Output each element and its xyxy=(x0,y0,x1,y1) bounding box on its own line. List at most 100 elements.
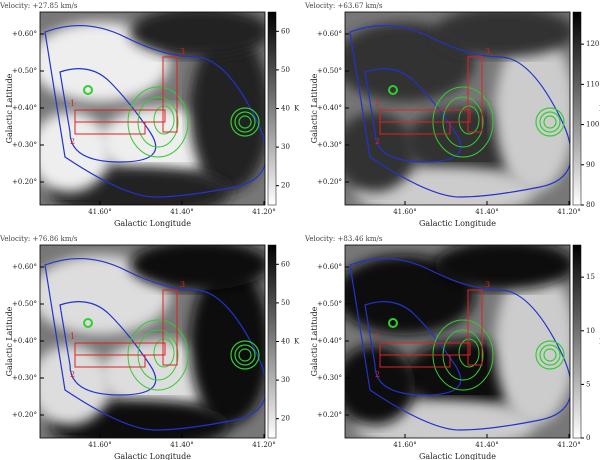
colorbar-tick-label: 40 xyxy=(281,338,290,346)
colorbar-tick-label: 20 xyxy=(281,415,290,423)
colorbar-tick-label: 40 xyxy=(281,105,290,113)
x-tick-label: 41.40° xyxy=(170,441,194,449)
green-contour xyxy=(535,107,565,137)
x-tick-label: 41.20° xyxy=(557,208,581,216)
colorbar-tick-label: 60 xyxy=(281,27,290,35)
colorbar-tick-label: 50 xyxy=(281,66,290,74)
map-blob xyxy=(495,32,570,192)
panel: Velocity: +63.67 km/s 1 2 3 +0.60° +0.50° +0.4… xyxy=(304,2,600,228)
green-contour xyxy=(458,338,480,368)
colorbar-tick-label: 30 xyxy=(281,143,290,151)
colorbar-tick-label: 90 xyxy=(586,161,595,169)
colorbar-tick-label: 110 xyxy=(586,80,599,88)
colorbar-tick-label: 10 xyxy=(586,327,595,335)
map-blob xyxy=(405,340,525,410)
colorbar xyxy=(267,244,277,439)
x-tick-label: 41.40° xyxy=(475,441,499,449)
colorbar-tick-label: 30 xyxy=(281,376,290,384)
map-blob xyxy=(435,12,570,57)
red-box xyxy=(162,56,178,133)
red-box xyxy=(467,56,483,133)
panel: Velocity: +76.86 km/s 1 2 3 +0.60° +0.50° +0.4… xyxy=(0,235,300,460)
box-label: 1 xyxy=(70,99,75,108)
y-tick-label: +0.20° xyxy=(317,178,342,186)
green-contour xyxy=(458,105,480,135)
y-axis-label: Galactic Latitude xyxy=(5,73,14,143)
y-tick-label: +0.60° xyxy=(12,263,37,271)
y-tick-label: +0.20° xyxy=(317,411,342,419)
map-blob xyxy=(435,245,570,290)
red-box xyxy=(74,121,146,135)
panel: Velocity: +83.46 km/s 1 2 3 +0.60° +0.50° +0.4… xyxy=(304,235,600,460)
colorbar-unit: K xyxy=(294,105,300,113)
x-axis-label: Galactic Longitude xyxy=(419,219,496,228)
y-tick-label: +0.50° xyxy=(12,67,37,75)
green-contour xyxy=(83,85,93,95)
x-axis-label: Galactic Longitude xyxy=(114,219,191,228)
green-contour xyxy=(388,318,398,328)
green-contour xyxy=(153,105,175,135)
y-tick-label: +0.20° xyxy=(12,178,37,186)
y-tick-label: +0.20° xyxy=(12,411,37,419)
y-tick-label: +0.30° xyxy=(12,374,37,382)
y-tick-label: +0.50° xyxy=(317,67,342,75)
map-blob xyxy=(100,107,220,177)
x-tick-label: 41.60° xyxy=(393,441,417,449)
x-tick-label: 41.60° xyxy=(88,208,112,216)
y-tick-label: +0.40° xyxy=(12,337,37,345)
velocity-label: Velocity: +76.86 km/s xyxy=(0,235,78,243)
green-contour xyxy=(543,348,557,362)
colorbar-tick-label: 120 xyxy=(586,40,599,48)
x-tick-label: 41.40° xyxy=(475,208,499,216)
y-tick-label: +0.40° xyxy=(317,104,342,112)
green-contour xyxy=(539,344,561,366)
velocity-label: Velocity: +83.46 km/s xyxy=(304,235,383,243)
green-contour xyxy=(230,107,260,137)
panel: Velocity: +27.85 km/s 1 2 3 +0.60° +0.50° +0.4… xyxy=(0,2,300,228)
green-contour xyxy=(153,338,175,368)
x-tick-label: 41.60° xyxy=(393,208,417,216)
colorbar-tick-label: 50 xyxy=(281,299,290,307)
box-label: 3 xyxy=(485,47,490,56)
green-contour xyxy=(234,111,256,133)
x-tick-label: 41.20° xyxy=(252,208,276,216)
y-tick-label: +0.50° xyxy=(12,300,37,308)
colorbar-tick-label: 80 xyxy=(586,201,595,209)
green-contour xyxy=(388,85,398,95)
colorbar xyxy=(267,11,277,206)
green-contour xyxy=(238,115,252,129)
map-blob xyxy=(130,12,265,57)
blue-contour xyxy=(44,258,265,431)
box-label: 3 xyxy=(180,280,185,289)
colorbar-unit: K xyxy=(294,338,300,346)
green-contour xyxy=(83,318,93,328)
green-contour xyxy=(535,340,565,370)
x-axis-label: Galactic Longitude xyxy=(114,452,191,460)
blue-contour xyxy=(349,258,570,431)
colorbar-tick-label: 0 xyxy=(586,434,590,442)
blue-contour xyxy=(44,25,265,198)
box-label: 2 xyxy=(375,370,380,379)
y-tick-label: +0.60° xyxy=(317,263,342,271)
box-label: 1 xyxy=(70,332,75,341)
y-axis-label: Galactic Latitude xyxy=(310,73,319,143)
y-axis-label: Galactic Latitude xyxy=(5,306,14,376)
red-box xyxy=(379,354,451,368)
y-tick-label: +0.40° xyxy=(12,104,37,112)
x-tick-label: 41.40° xyxy=(170,208,194,216)
x-tick-label: 41.60° xyxy=(88,441,112,449)
y-tick-label: +0.60° xyxy=(12,30,37,38)
green-contour xyxy=(539,111,561,133)
colorbar-tick-label: 20 xyxy=(281,182,290,190)
velocity-label: Velocity: +27.85 km/s xyxy=(0,2,78,10)
box-label: 3 xyxy=(485,280,490,289)
box-label: 1 xyxy=(375,332,380,341)
colorbar-tick-label: 5 xyxy=(586,380,590,388)
velocity-label: Velocity: +63.67 km/s xyxy=(304,2,383,10)
blue-contour xyxy=(59,68,157,163)
x-tick-label: 41.20° xyxy=(252,441,276,449)
x-tick-label: 41.20° xyxy=(557,441,581,449)
colorbar-tick-label: 60 xyxy=(281,260,290,268)
colorbar xyxy=(572,244,582,439)
blue-contour xyxy=(364,68,462,163)
